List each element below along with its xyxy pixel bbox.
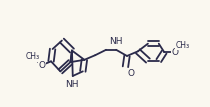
Text: NH: NH <box>109 37 123 46</box>
Text: O: O <box>172 48 178 57</box>
Text: NH: NH <box>65 80 79 89</box>
Text: CH₃: CH₃ <box>176 41 190 50</box>
Text: O: O <box>127 69 134 78</box>
Text: O: O <box>38 61 45 70</box>
Text: CH₃: CH₃ <box>25 52 39 61</box>
